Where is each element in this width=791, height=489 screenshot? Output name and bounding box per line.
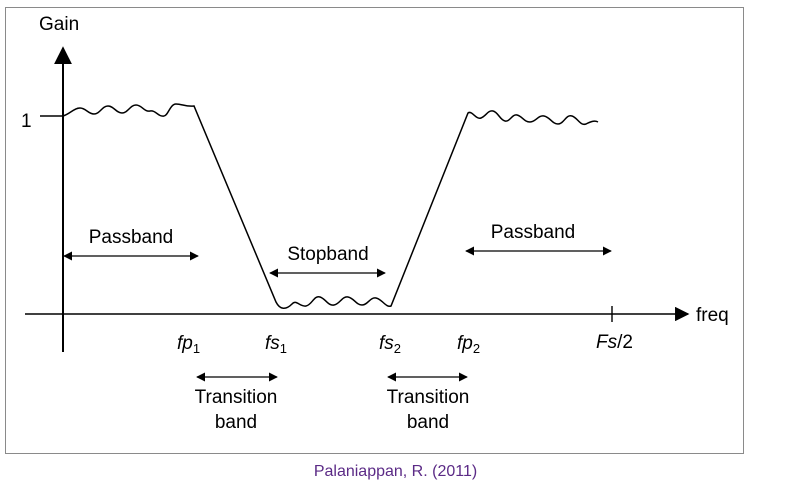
gain-response-curve	[62, 103, 599, 309]
fs2-label: fs2	[379, 333, 401, 356]
passband-left-label: Passband	[89, 227, 174, 248]
y-tick-label: 1	[21, 111, 32, 132]
nyquist-label: Fs/2	[596, 332, 633, 353]
passband-right-label: Passband	[491, 222, 576, 243]
figure-frame	[5, 7, 744, 454]
fp2-label: fp2	[457, 333, 480, 356]
stopband-label: Stopband	[287, 244, 368, 265]
fp1-label: fp1	[177, 333, 200, 356]
figure-caption: Palaniappan, R. (2011)	[313, 463, 478, 480]
transition-left-line2: band	[215, 412, 257, 433]
x-axis-label: freq	[696, 305, 729, 326]
transition-right-line1: Transition	[387, 387, 470, 408]
transition-left-line1: Transition	[195, 387, 278, 408]
transition-right-line2: band	[407, 412, 449, 433]
y-axis-label: Gain	[39, 14, 79, 35]
fs1-label: fs1	[265, 333, 287, 356]
